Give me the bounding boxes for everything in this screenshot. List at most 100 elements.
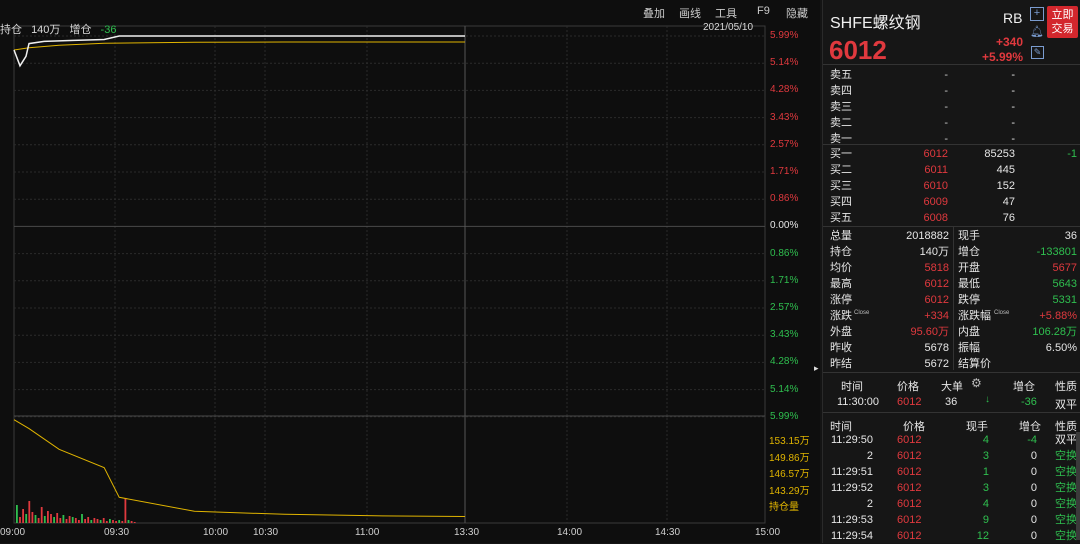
orderbook-level-label: 卖二 bbox=[830, 117, 852, 129]
symbol-name: SHFE螺纹钢 bbox=[830, 15, 921, 32]
tick-nature: 双平 bbox=[1055, 434, 1077, 446]
volume-bar bbox=[130, 521, 133, 523]
tick-change: 0 bbox=[1030, 498, 1037, 510]
tick-volume: 4 bbox=[982, 498, 989, 510]
draw-line-button[interactable]: 画线 bbox=[679, 8, 701, 20]
intraday-chart-panel[interactable]: 持仓 140万 增仓 -36 2021/05/10 叠加 画线 工具 F9 隐藏… bbox=[0, 0, 820, 543]
tick-row: 11:29:54 6012 12 0 空换 bbox=[823, 528, 1080, 544]
change-value: -36 bbox=[100, 24, 117, 36]
tick-nature: 空换 bbox=[1055, 530, 1077, 542]
orderbook-level-label: 买五 bbox=[830, 212, 852, 224]
tick-row: 11:29:50 6012 4 -4 双平 bbox=[823, 432, 1080, 448]
stat-value: 2018882 bbox=[906, 230, 949, 242]
tick-change: -4 bbox=[1027, 434, 1037, 446]
orderbook-volume: - bbox=[1011, 69, 1015, 81]
ticks-header: 价格 bbox=[903, 421, 925, 433]
stat-label: 涨停 bbox=[830, 294, 852, 306]
tick-row: 11:29:51 6012 1 0 空换 bbox=[823, 464, 1080, 480]
position-label: 持仓 bbox=[0, 24, 22, 36]
orderbook-row[interactable]: 卖四 - - bbox=[823, 83, 1080, 99]
orderbook-level-label: 买二 bbox=[830, 164, 852, 176]
time-axis-label: 14:00 bbox=[557, 527, 583, 538]
f9-button[interactable]: F9 bbox=[757, 5, 770, 17]
tick-nature: 空换 bbox=[1055, 466, 1077, 478]
tick-volume: 12 bbox=[976, 530, 989, 542]
tick-price: 6012 bbox=[897, 482, 922, 494]
orderbook-price: 6012 bbox=[923, 148, 948, 160]
axis-label-down: 5.99% bbox=[770, 410, 799, 422]
volume-bar bbox=[22, 509, 24, 523]
trade-btn-line1: 立即 bbox=[1051, 9, 1074, 21]
volume-bar bbox=[37, 518, 40, 523]
overlay-button[interactable]: 叠加 bbox=[643, 8, 665, 20]
stat-row: 涨停 6012 跌停 5331 bbox=[823, 292, 1080, 308]
volume-bar bbox=[53, 517, 55, 523]
volume-bar bbox=[109, 519, 111, 523]
orderbook-volume: - bbox=[1011, 117, 1015, 129]
orderbook-volume: 76 bbox=[1002, 212, 1015, 224]
bigtrade-header: 增仓 bbox=[1013, 381, 1035, 393]
edit-icon[interactable]: ✎ bbox=[1031, 46, 1044, 59]
orderbook-row[interactable]: 买三 6010 152 bbox=[823, 178, 1080, 194]
stat-row: 持仓 140万 增仓 -133801 bbox=[823, 244, 1080, 260]
orderbook-volume: 152 bbox=[996, 180, 1015, 192]
axis-label-volume: 149.86万 bbox=[769, 452, 810, 464]
collapse-panel-arrow-icon[interactable]: ▸ bbox=[814, 363, 819, 373]
intraday-chart[interactable] bbox=[0, 0, 820, 543]
bigtrade-settings-gear-icon[interactable]: ⚙ bbox=[971, 376, 982, 390]
time-axis-label: 09:30 bbox=[104, 527, 130, 538]
trade-btn-line2: 交易 bbox=[1051, 23, 1074, 35]
stat-value: 6012 bbox=[924, 294, 949, 306]
volume-bar bbox=[118, 520, 121, 523]
volume-bar bbox=[43, 516, 46, 523]
ticks-scrollbar[interactable] bbox=[1076, 432, 1080, 540]
stat-label: 昨结 bbox=[830, 358, 852, 370]
add-watchlist-icon[interactable]: + bbox=[1030, 7, 1044, 21]
bigtrade-header: 价格 bbox=[897, 381, 919, 393]
tick-row: 11:29:52 6012 3 0 空换 bbox=[823, 480, 1080, 496]
stats-col-divider bbox=[953, 227, 954, 370]
axis-label-up: 1.71% bbox=[770, 166, 799, 177]
axis-label-up: 0.00% bbox=[770, 220, 799, 232]
axis-label-down: 2.57% bbox=[770, 302, 799, 313]
stat-label: 外盘 bbox=[830, 326, 852, 338]
tick-time: 11:29:54 bbox=[830, 530, 873, 542]
volume-bar bbox=[87, 517, 90, 523]
bigtrade-change: -36 bbox=[1021, 396, 1037, 408]
bell-icon[interactable]: 🔔︎ bbox=[1030, 26, 1044, 38]
hide-button[interactable]: 隐藏 bbox=[786, 8, 808, 20]
tools-button[interactable]: 工具 bbox=[715, 8, 737, 20]
axis-label-volume: 153.15万 bbox=[769, 436, 810, 447]
volume-bar bbox=[81, 514, 83, 523]
axis-label-down: 5.14% bbox=[770, 383, 799, 395]
orderbook-row[interactable]: 买五 6008 76 bbox=[823, 210, 1080, 226]
average-price-line bbox=[13, 41, 465, 51]
stat-label: 结算价 bbox=[958, 358, 991, 370]
stat-value: 36 bbox=[1064, 230, 1077, 242]
stat-label: 昨收 bbox=[830, 342, 852, 354]
stat-label: 均价 bbox=[830, 262, 852, 274]
bigtrade-divider bbox=[823, 372, 1080, 373]
orderbook-price: - bbox=[944, 133, 948, 145]
tick-time: 11:29:50 bbox=[830, 434, 873, 446]
tick-row: 2 6012 3 0 空换 bbox=[823, 448, 1080, 464]
bigtrade-volume: 36 bbox=[945, 396, 958, 408]
axis-label-down: 0.86% bbox=[770, 247, 799, 259]
stat-label: 现手 bbox=[958, 230, 980, 242]
time-axis-label: 09:00 bbox=[0, 527, 26, 538]
orderbook-row[interactable]: 卖一 - - bbox=[823, 131, 1080, 147]
orderbook-row[interactable]: 卖二 - - bbox=[823, 115, 1080, 131]
time-axis-label: 11:00 bbox=[355, 527, 380, 538]
volume-bar bbox=[28, 501, 31, 523]
stat-label: 最高 bbox=[830, 278, 852, 290]
orderbook-row[interactable]: 买二 6011 445 bbox=[823, 162, 1080, 178]
change-label: 增仓 bbox=[69, 24, 92, 36]
orderbook-level-label: 卖一 bbox=[830, 133, 852, 145]
orderbook-divider bbox=[823, 144, 1080, 145]
volume-bar bbox=[34, 515, 37, 523]
orderbook-row[interactable]: 卖五 - - bbox=[823, 67, 1080, 83]
orderbook-row[interactable]: 卖三 - - bbox=[823, 99, 1080, 115]
orderbook-row[interactable]: 买四 6009 47 bbox=[823, 194, 1080, 210]
orderbook-row[interactable]: 买一 6012 85253 -1 bbox=[823, 146, 1080, 162]
trade-now-button[interactable]: 立即 交易 bbox=[1047, 6, 1078, 38]
